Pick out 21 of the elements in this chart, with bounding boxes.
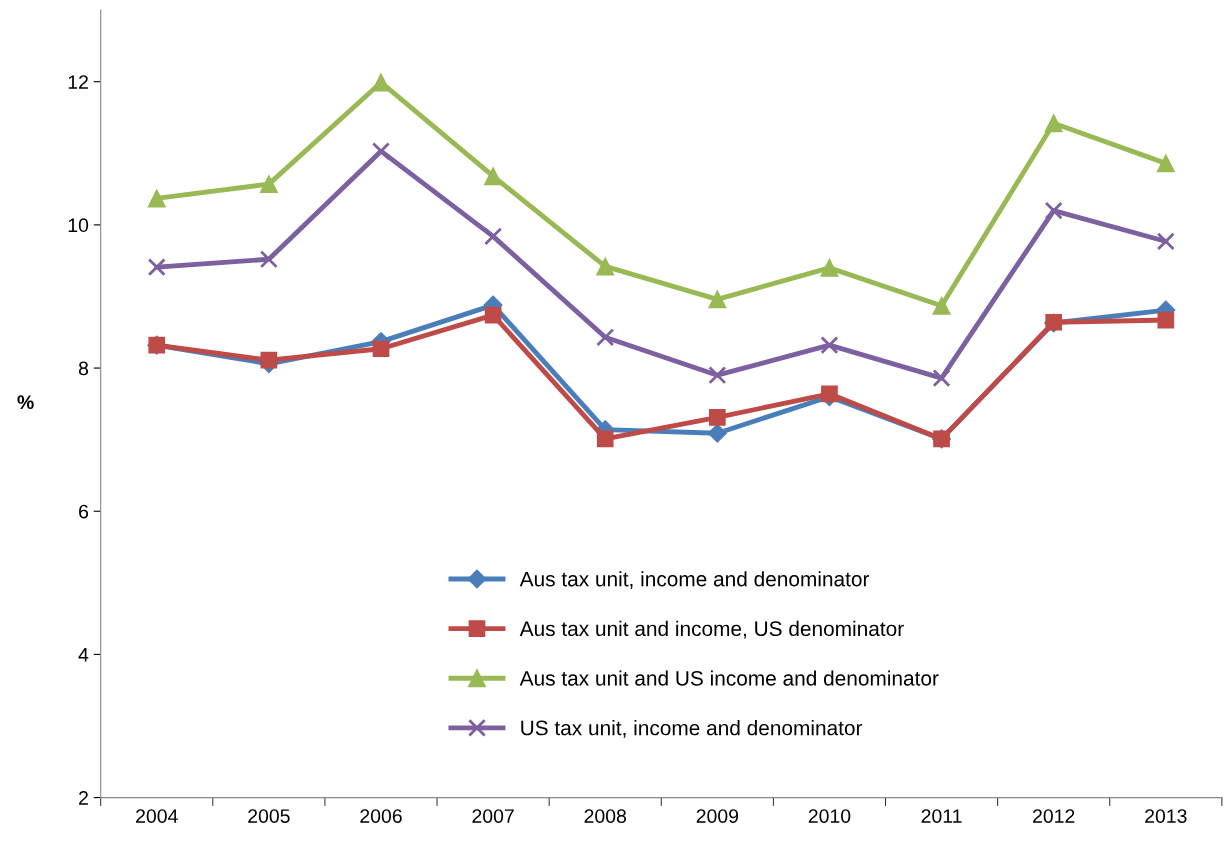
- legend-label: Aus tax unit and income, US denominator: [519, 620, 904, 639]
- y-tick-label: 12: [68, 75, 88, 89]
- y-tick-label: 4: [78, 648, 89, 662]
- y-tick-label: 2: [79, 791, 88, 805]
- x-tick-label: 2010: [808, 809, 851, 823]
- legend-label: US tax unit, income and denominator: [521, 720, 863, 738]
- x-tick-label: 2007: [472, 809, 514, 823]
- x-tick-label: 2006: [360, 809, 402, 823]
- x-tick-label: 2004: [136, 809, 178, 823]
- x-tick-label: 2005: [248, 809, 290, 823]
- y-tick-label: 8: [78, 361, 89, 376]
- legend-label: Aus tax unit, income and denominator: [519, 571, 870, 589]
- x-tick-label: 2012: [1033, 809, 1075, 823]
- y-tick-label: 10: [68, 218, 89, 233]
- x-tick-label: 2013: [1145, 809, 1187, 823]
- y-axis-title: %: [17, 395, 34, 410]
- x-tick-label: 2011: [921, 809, 962, 823]
- x-tick-label: 2009: [696, 809, 739, 823]
- y-tick-label: 6: [79, 504, 89, 519]
- legend-label: Aus tax unit and US income and denominator: [519, 670, 939, 686]
- x-tick-label: 2008: [584, 809, 626, 823]
